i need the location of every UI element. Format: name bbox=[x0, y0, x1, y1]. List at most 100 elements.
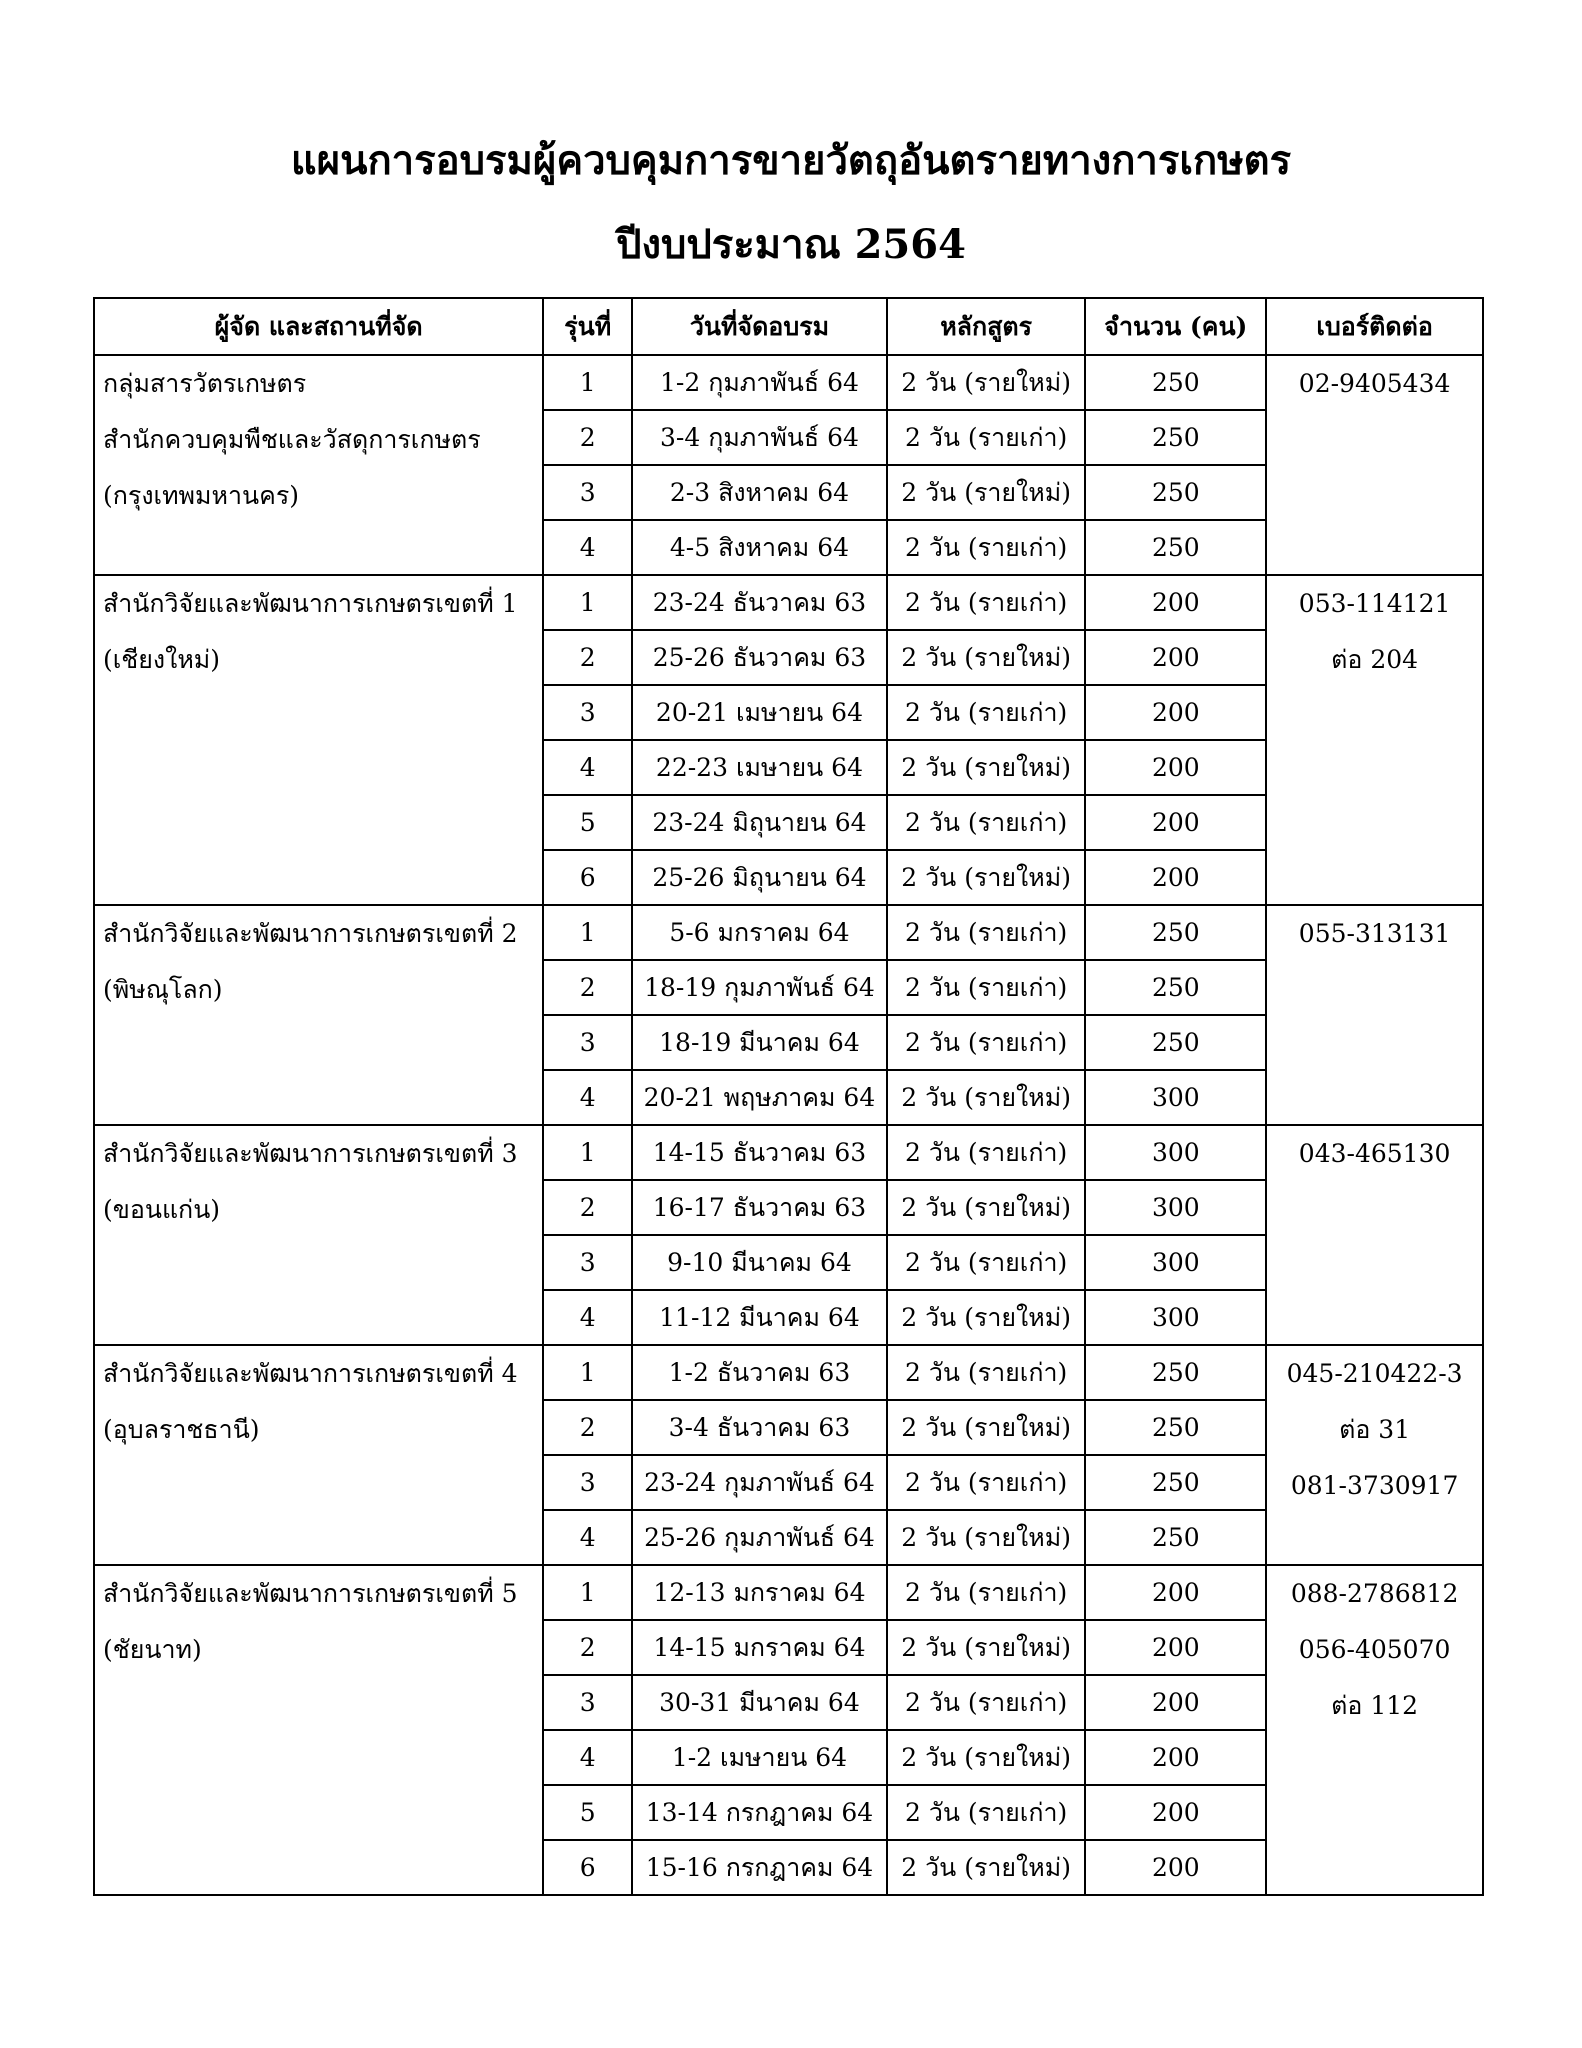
count-cell: 200 bbox=[1084, 1564, 1268, 1621]
count-cell: 300 bbox=[1084, 1124, 1268, 1181]
table-row: 2 18-19 กุมภาพันธ์ 64 2 วัน (รายเก่า) 250 bbox=[94, 959, 1483, 1016]
table-row: 5 13-14 กรกฎาคม 64 2 วัน (รายเก่า) 200 bbox=[94, 1784, 1483, 1841]
batch-cell: 2 bbox=[542, 1399, 634, 1456]
course-cell: 2 วัน (รายเก่า) bbox=[885, 574, 1087, 631]
organizer-cell: สำนักวิจัยและพัฒนาการเกษตรเขตที่ 3 (ขอนแก… bbox=[92, 1124, 545, 1346]
header-count: จำนวน (คน) bbox=[1084, 297, 1268, 356]
course-cell: 2 วัน (รายใหม่) bbox=[885, 1729, 1087, 1786]
course-cell: 2 วัน (รายเก่า) bbox=[885, 1454, 1087, 1511]
batch-cell: 3 bbox=[542, 684, 634, 741]
count-cell: 200 bbox=[1084, 1784, 1268, 1841]
date-cell: 1-2 กุมภาพันธ์ 64 bbox=[631, 354, 888, 411]
date-cell: 9-10 มีนาคม 64 bbox=[631, 1234, 888, 1291]
count-cell: 300 bbox=[1084, 1234, 1268, 1291]
contact-line: 053-114121 bbox=[1298, 589, 1451, 618]
batch-cell: 4 bbox=[542, 519, 634, 576]
count-cell: 250 bbox=[1084, 904, 1268, 961]
table-row: 3 9-10 มีนาคม 64 2 วัน (รายเก่า) 300 bbox=[94, 1234, 1483, 1291]
date-cell: 23-24 ธันวาคม 63 bbox=[631, 574, 888, 631]
contact-line: 02-9405434 bbox=[1298, 369, 1451, 398]
count-cell: 250 bbox=[1084, 1014, 1268, 1071]
contact-line: 055-313131 bbox=[1298, 919, 1451, 948]
count-cell: 250 bbox=[1084, 1454, 1268, 1511]
course-cell: 2 วัน (รายเก่า) bbox=[885, 959, 1087, 1016]
date-cell: 30-31 มีนาคม 64 bbox=[631, 1674, 888, 1731]
contact-cell: 088-2786812 056-405070 ต่อ 112 bbox=[1265, 1564, 1484, 1896]
batch-cell: 3 bbox=[542, 1234, 634, 1291]
table-row: 2 14-15 มกราคม 64 2 วัน (รายใหม่) 200 bbox=[94, 1619, 1483, 1676]
batch-cell: 5 bbox=[542, 794, 634, 851]
table-row: 4 11-12 มีนาคม 64 2 วัน (รายใหม่) 300 bbox=[94, 1289, 1483, 1346]
contact-line: 088-2786812 bbox=[1290, 1579, 1459, 1608]
date-cell: 20-21 เมษายน 64 bbox=[631, 684, 888, 741]
course-cell: 2 วัน (รายเก่า) bbox=[885, 794, 1087, 851]
count-cell: 250 bbox=[1084, 959, 1268, 1016]
date-cell: 5-6 มกราคม 64 bbox=[631, 904, 888, 961]
batch-cell: 2 bbox=[542, 1619, 634, 1676]
table-row: 4 4-5 สิงหาคม 64 2 วัน (รายเก่า) 250 bbox=[94, 519, 1483, 576]
organizer-line: สำนักวิจัยและพัฒนาการเกษตรเขตที่ 3 bbox=[103, 1139, 518, 1168]
date-cell: 18-19 กุมภาพันธ์ 64 bbox=[631, 959, 888, 1016]
table-row: สำนักวิจัยและพัฒนาการเกษตรเขตที่ 3 (ขอนแก… bbox=[92, 1124, 1484, 1346]
batch-cell: 4 bbox=[542, 739, 634, 796]
count-cell: 200 bbox=[1084, 1729, 1268, 1786]
count-cell: 250 bbox=[1084, 519, 1268, 576]
count-cell: 200 bbox=[1084, 1839, 1268, 1896]
batch-cell: 4 bbox=[542, 1289, 634, 1346]
contact-cell: 045-210422-3 ต่อ 31 081-3730917 bbox=[1265, 1344, 1484, 1566]
date-cell: 20-21 พฤษภาคม 64 bbox=[631, 1069, 888, 1126]
date-cell: 18-19 มีนาคม 64 bbox=[631, 1014, 888, 1071]
batch-cell: 3 bbox=[542, 1454, 634, 1511]
date-cell: 15-16 กรกฎาคม 64 bbox=[631, 1839, 888, 1896]
header-contact: เบอร์ติดต่อ bbox=[1265, 297, 1484, 356]
organizer-line: (อุบลราชธานี) bbox=[103, 1415, 260, 1444]
batch-cell: 1 bbox=[542, 574, 634, 631]
contact-cell: 02-9405434 bbox=[1265, 354, 1484, 576]
date-cell: 25-26 ธันวาคม 63 bbox=[631, 629, 888, 686]
date-cell: 23-24 กุมภาพันธ์ 64 bbox=[631, 1454, 888, 1511]
date-cell: 14-15 มกราคม 64 bbox=[631, 1619, 888, 1676]
organizer-line: สำนักวิจัยและพัฒนาการเกษตรเขตที่ 1 bbox=[103, 589, 518, 618]
table-row: 5 23-24 มิถุนายน 64 2 วัน (รายเก่า) 200 bbox=[94, 794, 1483, 851]
document-title: แผนการอบรมผู้ควบคุมการขายวัตถุอันตรายทาง… bbox=[290, 137, 1292, 184]
table-row: 3 20-21 เมษายน 64 2 วัน (รายเก่า) 200 bbox=[94, 684, 1483, 741]
contact-line: 081-3730917 bbox=[1290, 1471, 1459, 1500]
date-cell: 3-4 ธันวาคม 63 bbox=[631, 1399, 888, 1456]
batch-cell: 4 bbox=[542, 1069, 634, 1126]
date-cell: 2-3 สิงหาคม 64 bbox=[631, 464, 888, 521]
batch-cell: 3 bbox=[542, 464, 634, 521]
date-cell: 25-26 มิถุนายน 64 bbox=[631, 849, 888, 906]
table-row: 4 25-26 กุมภาพันธ์ 64 2 วัน (รายใหม่) 250 bbox=[94, 1509, 1483, 1566]
table-row: 2 3-4 กุมภาพันธ์ 64 2 วัน (รายเก่า) 250 bbox=[94, 409, 1483, 466]
date-cell: 1-2 เมษายน 64 bbox=[631, 1729, 888, 1786]
table-row: 6 15-16 กรกฎาคม 64 2 วัน (รายใหม่) 200 bbox=[94, 1839, 1483, 1896]
course-cell: 2 วัน (รายใหม่) bbox=[885, 1289, 1087, 1346]
table-row: 6 25-26 มิถุนายน 64 2 วัน (รายใหม่) 200 bbox=[94, 849, 1483, 906]
training-schedule-table: ผู้จัด และสถานที่จัด รุ่นที่ วันที่จัดอบ… bbox=[92, 297, 1484, 1896]
organizer-cell: สำนักวิจัยและพัฒนาการเกษตรเขตที่ 5 (ชัยนา… bbox=[92, 1564, 545, 1896]
course-cell: 2 วัน (รายใหม่) bbox=[885, 1399, 1087, 1456]
count-cell: 200 bbox=[1084, 574, 1268, 631]
batch-cell: 1 bbox=[542, 354, 634, 411]
batch-cell: 6 bbox=[542, 849, 634, 906]
table-row: 4 20-21 พฤษภาคม 64 2 วัน (รายใหม่) 300 bbox=[94, 1069, 1483, 1126]
course-cell: 2 วัน (รายเก่า) bbox=[885, 1124, 1087, 1181]
table-row: 3 23-24 กุมภาพันธ์ 64 2 วัน (รายเก่า) 250 bbox=[94, 1454, 1483, 1511]
batch-cell: 1 bbox=[542, 1344, 634, 1401]
batch-cell: 6 bbox=[542, 1839, 634, 1896]
count-cell: 200 bbox=[1084, 739, 1268, 796]
count-cell: 300 bbox=[1084, 1289, 1268, 1346]
count-cell: 250 bbox=[1084, 1509, 1268, 1566]
table-row: 3 30-31 มีนาคม 64 2 วัน (รายเก่า) 200 bbox=[94, 1674, 1483, 1731]
contact-cell: 053-114121 ต่อ 204 bbox=[1265, 574, 1484, 906]
table-row: 2 3-4 ธันวาคม 63 2 วัน (รายใหม่) 250 bbox=[94, 1399, 1483, 1456]
course-cell: 2 วัน (รายเก่า) bbox=[885, 1234, 1087, 1291]
count-cell: 200 bbox=[1084, 629, 1268, 686]
course-cell: 2 วัน (รายใหม่) bbox=[885, 1179, 1087, 1236]
course-cell: 2 วัน (รายใหม่) bbox=[885, 849, 1087, 906]
contact-line: ต่อ 31 bbox=[1339, 1415, 1411, 1444]
batch-cell: 2 bbox=[542, 959, 634, 1016]
date-cell: 1-2 ธันวาคม 63 bbox=[631, 1344, 888, 1401]
count-cell: 300 bbox=[1084, 1069, 1268, 1126]
contact-line: ต่อ 204 bbox=[1331, 645, 1419, 674]
